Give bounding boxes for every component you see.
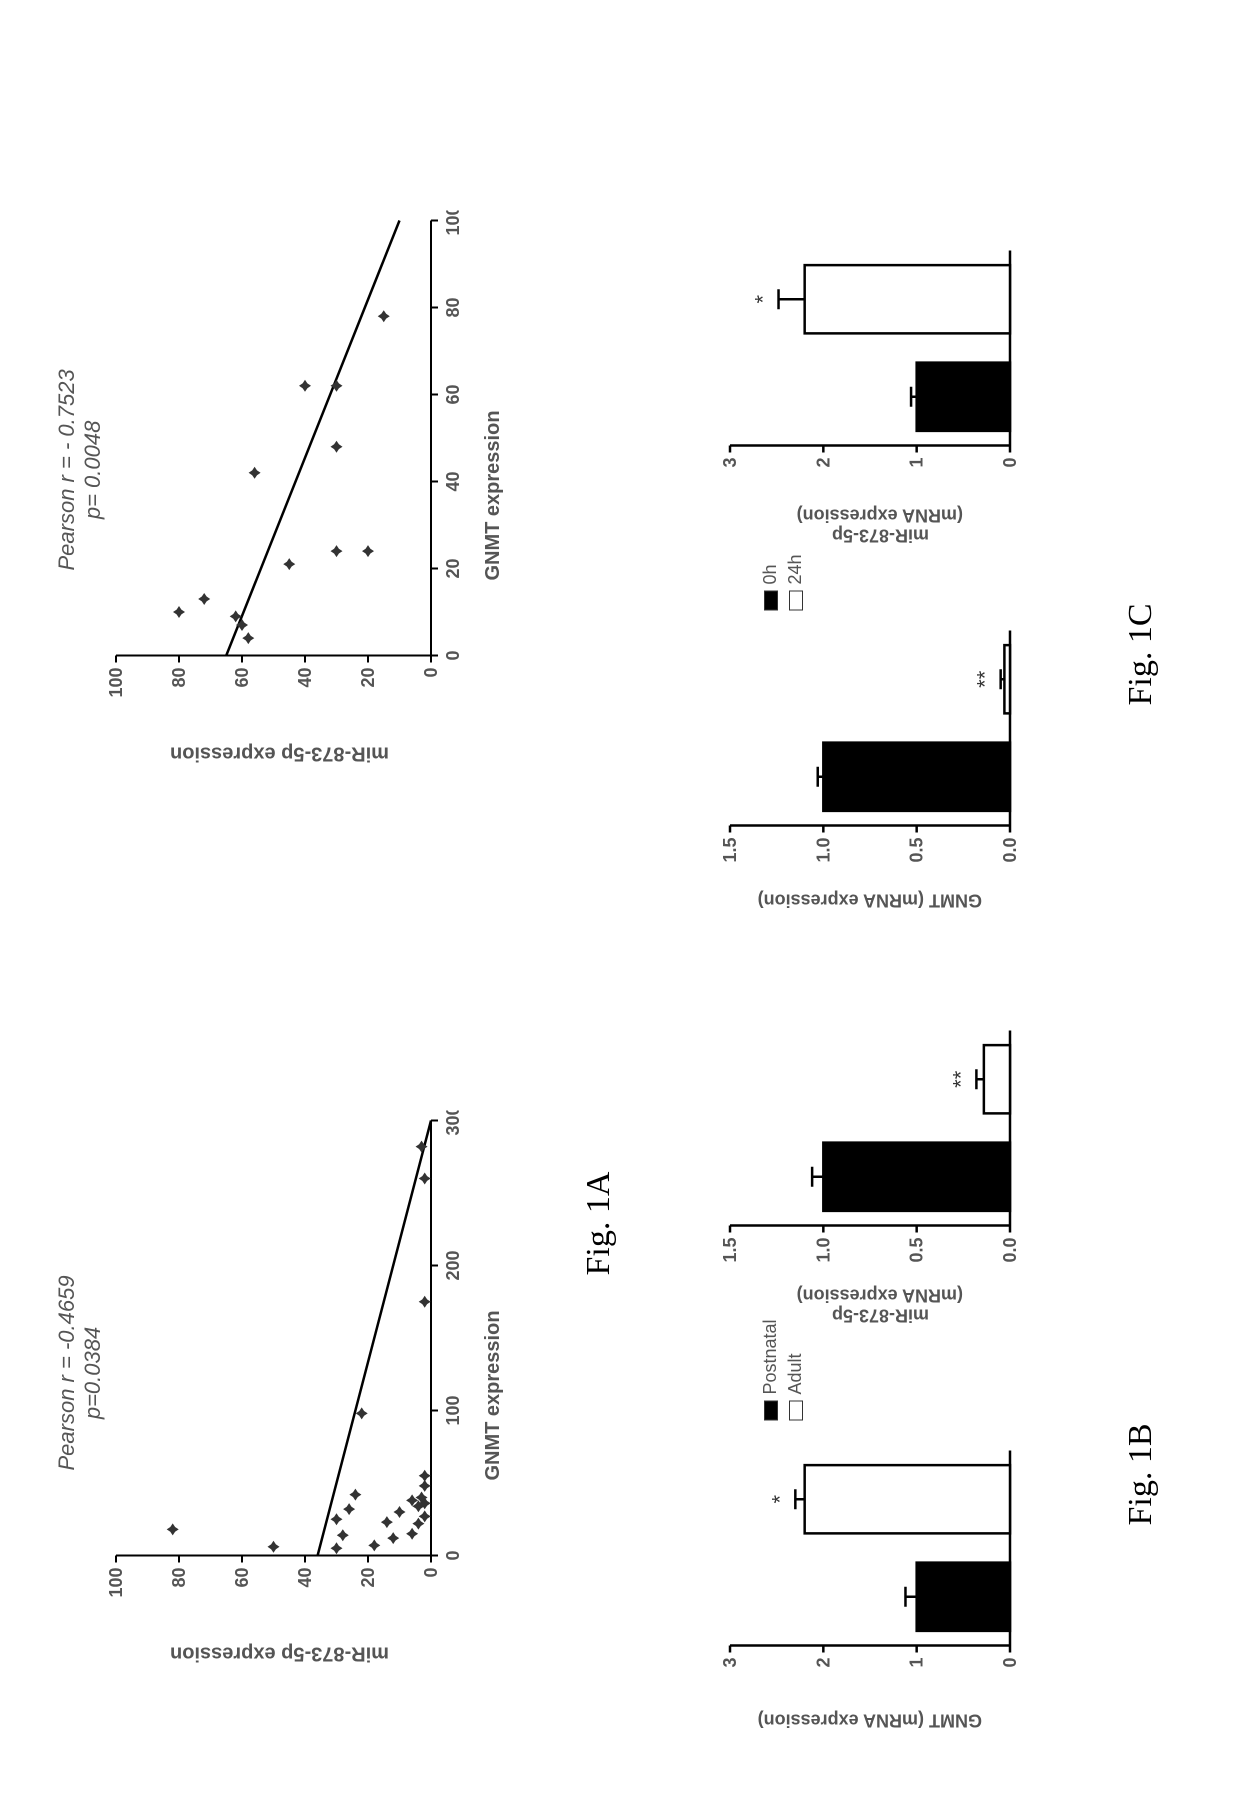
svg-text:2: 2: [813, 458, 833, 468]
ylabel-right: miR-873-5p expression: [140, 742, 420, 765]
svg-text:0: 0: [421, 668, 441, 678]
svg-text:0.5: 0.5: [907, 838, 927, 863]
xlabel-left: GNMT expression: [482, 1310, 505, 1480]
svg-text:1.0: 1.0: [813, 1238, 833, 1263]
ylabel-1b-right: miR-873-5p (mRNA expression): [740, 1285, 1020, 1325]
legend-item: 24h: [785, 554, 806, 610]
bar-1c-left: GNMT (mRNA expression) 0.00.51.01.5**: [700, 621, 1045, 881]
svg-text:300: 300: [443, 1111, 463, 1136]
ylabel-left: miR-873-5p expression: [140, 1642, 420, 1665]
fig-1b: GNMT (mRNA expression) 0123* Postnatal A…: [700, 921, 1120, 1721]
svg-text:1: 1: [907, 458, 927, 468]
bar-svg-1c-right: 0 1 2 3 *: [700, 241, 1040, 501]
svg-text:40: 40: [295, 1568, 315, 1588]
svg-text:80: 80: [169, 668, 189, 688]
swatch-icon: [764, 591, 778, 611]
svg-text:1.0: 1.0: [813, 838, 833, 863]
svg-text:1: 1: [907, 1658, 927, 1668]
fig-1c: GNMT (mRNA expression) 0.00.51.01.5** 0h…: [700, 101, 1120, 901]
swatch-icon: [764, 1401, 778, 1421]
swatch-icon: [789, 591, 803, 611]
svg-text:**: **: [973, 670, 998, 688]
svg-text:200: 200: [443, 1250, 463, 1280]
rotated-page: Pearson r = -0.4659 p=0.0384 miR-873-5p …: [0, 0, 1240, 1801]
legend-label: 0h: [760, 564, 781, 584]
scatter-svg-right: 0 20 40 60 80 100 0 20 40 60 80 100: [106, 211, 486, 711]
legend-label: 24h: [785, 554, 806, 584]
legend-1c: 0h 24h: [760, 554, 810, 610]
bar-svg-1b-left: 0 1 2 3 *: [700, 1441, 1040, 1701]
svg-text:100: 100: [443, 211, 463, 236]
legend-item: Postnatal: [760, 1319, 781, 1420]
stats-text-left: Pearson r = -0.4659 p=0.0384: [54, 1275, 107, 1470]
legend-1b: Postnatal Adult: [760, 1319, 810, 1420]
fig-1a-label: Fig. 1A: [580, 1172, 618, 1276]
svg-text:60: 60: [232, 668, 252, 688]
bar-1b-right: miR-873-5p (mRNA expression) 0.00.51.01.…: [700, 1021, 1045, 1281]
svg-text:0: 0: [443, 1550, 463, 1560]
svg-text:60: 60: [443, 384, 463, 404]
svg-text:0: 0: [1000, 458, 1020, 468]
svg-text:3: 3: [720, 458, 740, 468]
svg-text:20: 20: [443, 558, 463, 578]
stats-text-right: Pearson r = - 0.7523 p= 0.0048: [54, 369, 107, 570]
svg-text:0: 0: [443, 650, 463, 660]
ylabel-1c-left: GNMT (mRNA expression): [720, 890, 1020, 911]
svg-text:40: 40: [295, 668, 315, 688]
svg-text:40: 40: [443, 471, 463, 491]
svg-text:2: 2: [813, 1658, 833, 1668]
bar-1b-left: GNMT (mRNA expression) 0123*: [700, 1441, 1045, 1701]
fig-1a: Pearson r = -0.4659 p=0.0384 miR-873-5p …: [60, 111, 580, 1691]
svg-text:0.0: 0.0: [1000, 838, 1020, 863]
bar-svg-1b-right: 0.0 0.5 1.0 1.5 **: [700, 1021, 1040, 1281]
svg-text:80: 80: [443, 297, 463, 317]
ylabel-line: (mRNA expression): [797, 1286, 963, 1306]
svg-text:0.0: 0.0: [1000, 1238, 1020, 1263]
svg-text:100: 100: [443, 1395, 463, 1425]
svg-text:3: 3: [720, 1658, 740, 1668]
ylabel-1c-right: miR-873-5p (mRNA expression): [740, 505, 1020, 545]
fig-1c-label: Fig. 1C: [1122, 603, 1160, 705]
pearson-r: Pearson r = - 0.7523: [54, 369, 79, 570]
legend-item: 0h: [760, 554, 781, 610]
svg-text:60: 60: [232, 1568, 252, 1588]
svg-text:*: *: [767, 1495, 792, 1504]
svg-text:20: 20: [358, 1568, 378, 1588]
svg-text:80: 80: [169, 1568, 189, 1588]
svg-text:*: *: [751, 295, 776, 304]
svg-text:0: 0: [421, 1568, 441, 1578]
ylabel-line: (mRNA expression): [797, 506, 963, 526]
svg-text:20: 20: [358, 668, 378, 688]
ylabel-line: miR-873-5p: [831, 526, 928, 546]
svg-text:1.5: 1.5: [720, 838, 740, 863]
bar-svg-1c-left: 0.0 0.5 1.0 1.5 **: [700, 621, 1040, 881]
xlabel-right: GNMT expression: [482, 410, 505, 580]
fig-1b-label: Fig. 1B: [1122, 1423, 1160, 1525]
scatter-svg-left: 0 100 200 300 0 20 40 60 80 100: [106, 1111, 486, 1611]
svg-text:100: 100: [106, 668, 126, 698]
swatch-icon: [789, 1401, 803, 1421]
ylabel-1b-left: GNMT (mRNA expression): [720, 1710, 1020, 1731]
svg-text:0.5: 0.5: [907, 1238, 927, 1263]
svg-text:1.5: 1.5: [720, 1238, 740, 1263]
bar-1c-right: miR-873-5p (mRNA expression) 0123*: [700, 241, 1045, 501]
ylabel-line: miR-873-5p: [831, 1306, 928, 1326]
svg-text:**: **: [948, 1070, 973, 1088]
legend-item: Adult: [785, 1319, 806, 1420]
p-value: p= 0.0048: [80, 421, 105, 519]
p-value: p=0.0384: [80, 1327, 105, 1419]
legend-label: Postnatal: [760, 1319, 781, 1394]
svg-text:0: 0: [1000, 1658, 1020, 1668]
pearson-r: Pearson r = -0.4659: [54, 1275, 79, 1470]
legend-label: Adult: [785, 1353, 806, 1394]
svg-text:100: 100: [106, 1568, 126, 1598]
